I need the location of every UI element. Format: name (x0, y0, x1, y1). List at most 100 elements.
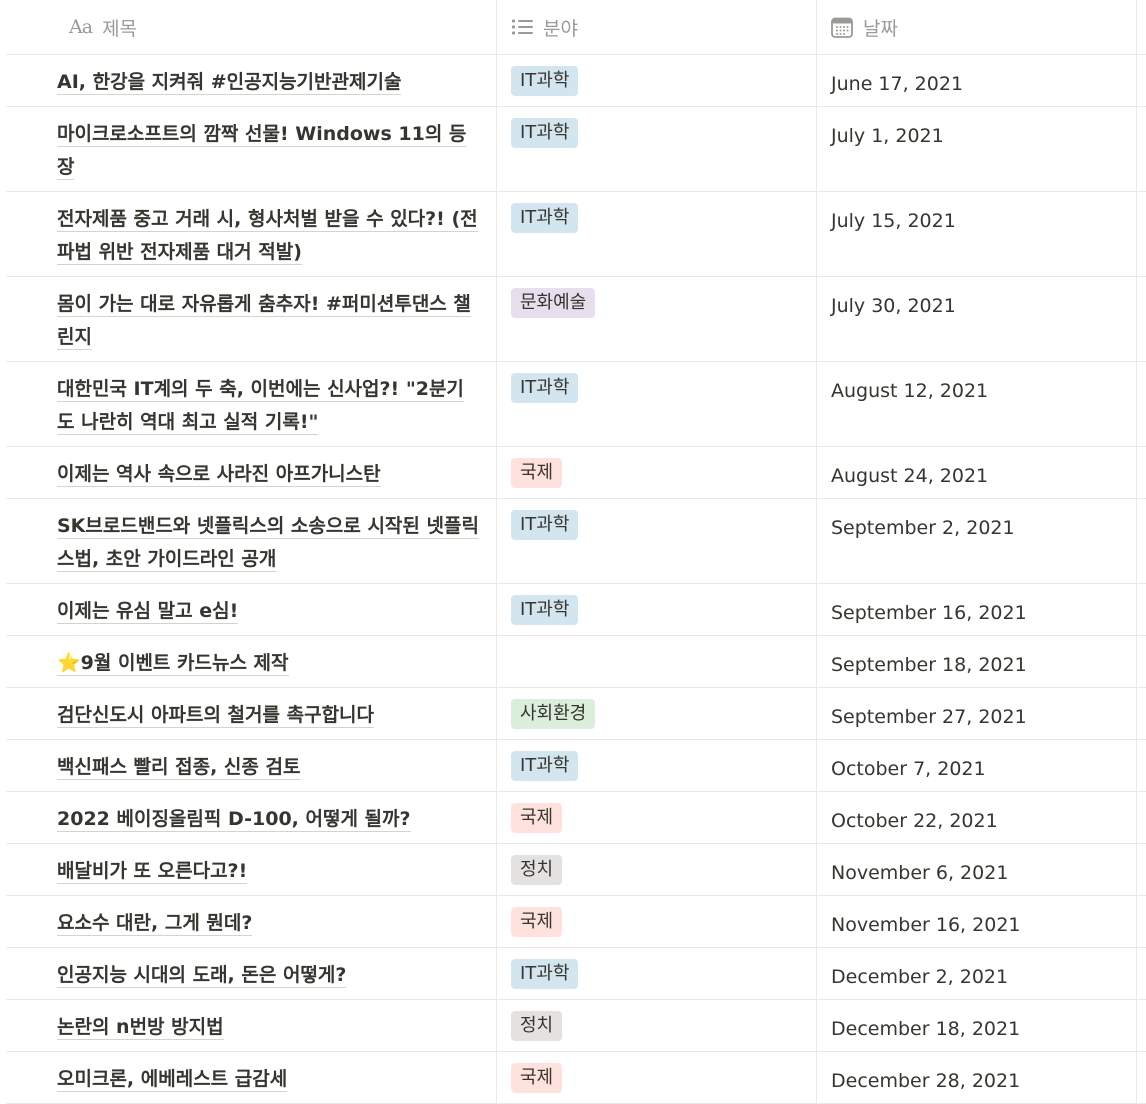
category-cell[interactable]: IT과학 (497, 499, 817, 583)
date-cell[interactable]: June 17, 2021 (817, 55, 1137, 106)
date-cell[interactable]: August 24, 2021 (817, 447, 1137, 498)
date-cell[interactable]: July 30, 2021 (817, 277, 1137, 361)
title-cell[interactable]: 2022 베이징올림픽 D-100, 어떻게 될까? (6, 792, 497, 843)
date-cell[interactable]: August 12, 2021 (817, 362, 1137, 446)
date-cell[interactable]: December 18, 2021 (817, 1000, 1137, 1051)
date-cell[interactable]: September 2, 2021 (817, 499, 1137, 583)
title-cell[interactable]: 몸이 가는 대로 자유롭게 춤추자! #퍼미션투댄스 챌린지 (6, 277, 497, 361)
page-title-link[interactable]: 배달비가 또 오른다고?! (57, 860, 248, 884)
category-cell[interactable]: IT과학 (497, 107, 817, 191)
title-cell[interactable]: 이제는 역사 속으로 사라진 아프가니스탄 (6, 447, 497, 498)
table-row[interactable]: ⭐9월 이벤트 카드뉴스 제작 September 18, 2021 (6, 636, 1146, 688)
table-row[interactable]: 오미크론, 에베레스트 급감세 국제 December 28, 2021 (6, 1052, 1146, 1104)
page-title-link[interactable]: 검단신도시 아파트의 철거를 촉구합니다 (57, 704, 375, 728)
table-row[interactable]: 몸이 가는 대로 자유롭게 춤추자! #퍼미션투댄스 챌린지 문화예술 July 3… (6, 277, 1146, 362)
table-row[interactable]: 대한민국 IT계의 두 축, 이번에는 신사업?! "2분기도 나란히 역대 최… (6, 362, 1146, 447)
title-cell[interactable]: 배달비가 또 오른다고?! (6, 844, 497, 895)
date-cell[interactable]: October 22, 2021 (817, 792, 1137, 843)
date-value: September 2, 2021 (831, 517, 1015, 539)
table-row[interactable]: SK브로드밴드와 넷플릭스의 소송으로 시작된 넷플릭스법, 초안 가이드라인 … (6, 499, 1146, 584)
column-header-category[interactable]: 분야 (497, 0, 817, 54)
page-title-link[interactable]: SK브로드밴드와 넷플릭스의 소송으로 시작된 넷플릭스법, 초안 가이드라인 … (57, 515, 479, 572)
table-row[interactable]: 이제는 유심 말고 e심! IT과학 September 16, 2021 (6, 584, 1146, 636)
page-title-link[interactable]: 2022 베이징올림픽 D-100, 어떻게 될까? (57, 808, 411, 832)
extra-cell (1137, 948, 1146, 999)
title-cell[interactable]: ⭐9월 이벤트 카드뉴스 제작 (6, 636, 497, 687)
category-cell[interactable]: 정치 (497, 844, 817, 895)
table-row[interactable]: 마이크로소프트의 깜짝 선물! Windows 11의 등장 IT과학 July 1… (6, 107, 1146, 192)
category-cell[interactable]: IT과학 (497, 362, 817, 446)
category-cell[interactable] (497, 636, 817, 687)
column-header-title[interactable]: Aa 제목 (6, 0, 497, 54)
category-cell[interactable]: 문화예술 (497, 277, 817, 361)
date-cell[interactable]: September 16, 2021 (817, 584, 1137, 635)
category-tag: IT과학 (511, 959, 579, 989)
category-cell[interactable]: IT과학 (497, 948, 817, 999)
page-title-link[interactable]: 이제는 유심 말고 e심! (57, 600, 239, 624)
table-row[interactable]: 2022 베이징올림픽 D-100, 어떻게 될까? 국제 October 22, … (6, 792, 1146, 844)
page-title-link[interactable]: 논란의 n번방 방지법 (57, 1016, 224, 1040)
category-tag: 국제 (511, 458, 563, 488)
category-cell[interactable]: 국제 (497, 447, 817, 498)
category-cell[interactable]: IT과학 (497, 192, 817, 276)
table-row[interactable]: 전자제품 중고 거래 시, 형사처벌 받을 수 있다?! (전파법 위반 전자제… (6, 192, 1146, 277)
title-cell[interactable]: 요소수 대란, 그게 뭔데? (6, 896, 497, 947)
page-title-link[interactable]: 전자제품 중고 거래 시, 형사처벌 받을 수 있다?! (전파법 위반 전자제… (57, 208, 478, 265)
date-cell[interactable]: October 7, 2021 (817, 740, 1137, 791)
page-title-link[interactable]: 이제는 역사 속으로 사라진 아프가니스탄 (57, 463, 381, 487)
title-cell[interactable]: 백신패스 빨리 접종, 신종 검토 (6, 740, 497, 791)
category-cell[interactable]: IT과학 (497, 740, 817, 791)
title-cell[interactable]: 논란의 n번방 방지법 (6, 1000, 497, 1051)
date-value: December 2, 2021 (831, 966, 1009, 988)
category-cell[interactable]: 정치 (497, 1000, 817, 1051)
date-cell[interactable]: December 28, 2021 (817, 1052, 1137, 1103)
title-cell[interactable]: AI, 한강을 지켜줘 #인공지능기반관제기술 (6, 55, 497, 106)
date-cell[interactable]: July 1, 2021 (817, 107, 1137, 191)
category-cell[interactable]: IT과학 (497, 55, 817, 106)
title-cell[interactable]: 인공지능 시대의 도래, 돈은 어떻게? (6, 948, 497, 999)
table-row[interactable]: AI, 한강을 지켜줘 #인공지능기반관제기술 IT과학 June 17, 2021 (6, 55, 1146, 107)
page-title-link[interactable]: 몸이 가는 대로 자유롭게 춤추자! #퍼미션투댄스 챌린지 (57, 293, 471, 350)
title-cell[interactable]: 전자제품 중고 거래 시, 형사처벌 받을 수 있다?! (전파법 위반 전자제… (6, 192, 497, 276)
extra-cell (1137, 499, 1146, 583)
table-row[interactable]: 요소수 대란, 그게 뭔데? 국제 November 16, 2021 (6, 896, 1146, 948)
category-cell[interactable]: 국제 (497, 1052, 817, 1103)
extra-cell (1137, 107, 1146, 191)
date-cell[interactable]: September 18, 2021 (817, 636, 1137, 687)
category-cell[interactable]: IT과학 (497, 584, 817, 635)
date-cell[interactable]: December 2, 2021 (817, 948, 1137, 999)
table-row[interactable]: 이제는 역사 속으로 사라진 아프가니스탄 국제 August 24, 2021 (6, 447, 1146, 499)
title-cell[interactable]: 이제는 유심 말고 e심! (6, 584, 497, 635)
category-cell[interactable]: 사회환경 (497, 688, 817, 739)
page-title-link[interactable]: ⭐9월 이벤트 카드뉴스 제작 (57, 652, 289, 676)
date-value: November 16, 2021 (831, 914, 1021, 936)
date-cell[interactable]: September 27, 2021 (817, 688, 1137, 739)
title-cell[interactable]: 검단신도시 아파트의 철거를 촉구합니다 (6, 688, 497, 739)
title-cell[interactable]: 대한민국 IT계의 두 축, 이번에는 신사업?! "2분기도 나란히 역대 최… (6, 362, 497, 446)
page-title-link[interactable]: AI, 한강을 지켜줘 #인공지능기반관제기술 (57, 71, 402, 95)
title-cell[interactable]: SK브로드밴드와 넷플릭스의 소송으로 시작된 넷플릭스법, 초안 가이드라인 … (6, 499, 497, 583)
table-row[interactable]: 백신패스 빨리 접종, 신종 검토 IT과학 October 7, 2021 (6, 740, 1146, 792)
table-row[interactable]: 논란의 n번방 방지법 정치 December 18, 2021 (6, 1000, 1146, 1052)
date-cell[interactable]: July 15, 2021 (817, 192, 1137, 276)
table-header: Aa 제목 분야 (6, 0, 1146, 55)
date-cell[interactable]: November 16, 2021 (817, 896, 1137, 947)
title-cell[interactable]: 마이크로소프트의 깜짝 선물! Windows 11의 등장 (6, 107, 497, 191)
category-tag: 사회환경 (511, 699, 596, 729)
date-value: December 28, 2021 (831, 1070, 1021, 1092)
page-title-link[interactable]: 인공지능 시대의 도래, 돈은 어떻게? (57, 964, 347, 988)
table-row[interactable]: 검단신도시 아파트의 철거를 촉구합니다 사회환경 September 27, 20… (6, 688, 1146, 740)
table-row[interactable]: 인공지능 시대의 도래, 돈은 어떻게? IT과학 December 2, 2021 (6, 948, 1146, 1000)
category-cell[interactable]: 국제 (497, 896, 817, 947)
page-title-link[interactable]: 백신패스 빨리 접종, 신종 검토 (57, 756, 301, 780)
category-cell[interactable]: 국제 (497, 792, 817, 843)
page-title-link[interactable]: 요소수 대란, 그게 뭔데? (57, 912, 253, 936)
title-cell[interactable]: 오미크론, 에베레스트 급감세 (6, 1052, 497, 1103)
column-header-date[interactable]: 날짜 (817, 0, 1137, 54)
page-title-link[interactable]: 오미크론, 에베레스트 급감세 (57, 1068, 288, 1092)
database-table: Aa 제목 분야 (6, 0, 1146, 1104)
page-title-link[interactable]: 대한민국 IT계의 두 축, 이번에는 신사업?! "2분기도 나란히 역대 최… (57, 378, 464, 435)
page-title-link[interactable]: 마이크로소프트의 깜짝 선물! Windows 11의 등장 (57, 123, 467, 180)
table-row[interactable]: 배달비가 또 오른다고?! 정치 November 6, 2021 (6, 844, 1146, 896)
date-cell[interactable]: November 6, 2021 (817, 844, 1137, 895)
